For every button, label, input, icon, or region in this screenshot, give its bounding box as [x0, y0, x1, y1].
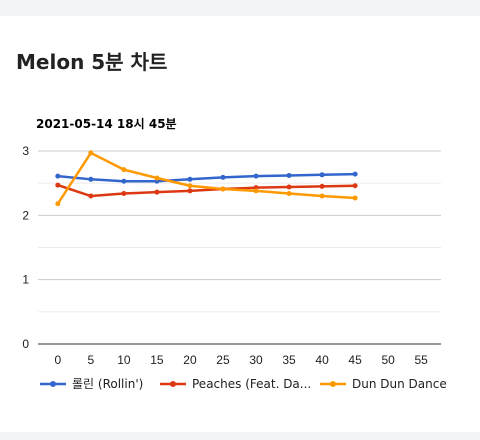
data-point — [154, 189, 160, 195]
legend-entry-2[interactable]: Dun Dun Dance — [352, 377, 447, 391]
series-line-1 — [57, 183, 356, 198]
data-point — [253, 173, 259, 179]
y-tick-label: 1 — [22, 273, 29, 287]
data-point — [55, 173, 61, 179]
data-point — [319, 183, 325, 189]
data-point — [286, 184, 292, 190]
data-point — [220, 186, 226, 192]
data-point — [121, 167, 127, 173]
x-tick-label: 55 — [415, 353, 429, 367]
x-tick-label: 35 — [282, 353, 296, 367]
data-point — [187, 183, 193, 189]
data-point — [253, 188, 259, 194]
legend: 롤린 (Rollin') Peaches (Feat. Da... Dun Dun … — [40, 377, 447, 391]
chart-card: Melon 5분 차트 — [0, 16, 480, 432]
data-point — [55, 182, 61, 188]
data-point — [88, 150, 94, 156]
y-tick-label: 3 — [22, 144, 29, 158]
x-tick-label: 30 — [249, 353, 263, 367]
x-tick-label: 50 — [381, 353, 395, 367]
series-line-2 — [56, 151, 356, 205]
legend-marker — [50, 381, 56, 387]
series-lines — [56, 151, 356, 205]
x-tick-label: 45 — [348, 353, 362, 367]
gridlines — [38, 150, 441, 345]
x-axis-ticks: 0 5 10 15 20 25 30 35 40 45 50 55 — [54, 353, 428, 367]
data-point — [55, 201, 61, 207]
x-tick-label: 40 — [315, 353, 329, 367]
x-tick-label: 10 — [117, 353, 131, 367]
y-tick-label: 0 — [22, 337, 29, 351]
y-tick-label: 2 — [22, 208, 29, 222]
data-point — [220, 174, 226, 180]
data-point — [88, 176, 94, 182]
data-point — [121, 190, 127, 196]
y-axis-ticks: 0 1 2 3 — [22, 144, 29, 351]
series-line-0 — [57, 172, 356, 183]
chart-title: 2021-05-14 18시 45분 — [36, 117, 177, 131]
data-point — [187, 188, 193, 194]
x-tick-label: 5 — [88, 353, 95, 367]
legend-entry-0[interactable]: 롤린 (Rollin') — [72, 377, 143, 391]
data-point — [154, 175, 160, 181]
x-tick-label: 25 — [216, 353, 230, 367]
data-point — [286, 172, 292, 178]
x-tick-label: 15 — [150, 353, 164, 367]
series-points — [55, 150, 358, 207]
data-point — [121, 178, 127, 184]
data-point — [352, 171, 358, 177]
data-point — [286, 190, 292, 196]
legend-entry-1[interactable]: Peaches (Feat. Da... — [192, 377, 311, 391]
legend-marker — [330, 381, 336, 387]
data-point — [319, 172, 325, 178]
data-point — [319, 193, 325, 199]
x-tick-label: 0 — [54, 353, 61, 367]
page-title: Melon 5분 차트 — [16, 50, 168, 74]
data-point — [352, 195, 358, 201]
x-tick-label: 20 — [183, 353, 197, 367]
legend-marker — [170, 381, 176, 387]
data-point — [187, 176, 193, 182]
data-point — [88, 193, 94, 199]
data-point — [352, 183, 358, 189]
